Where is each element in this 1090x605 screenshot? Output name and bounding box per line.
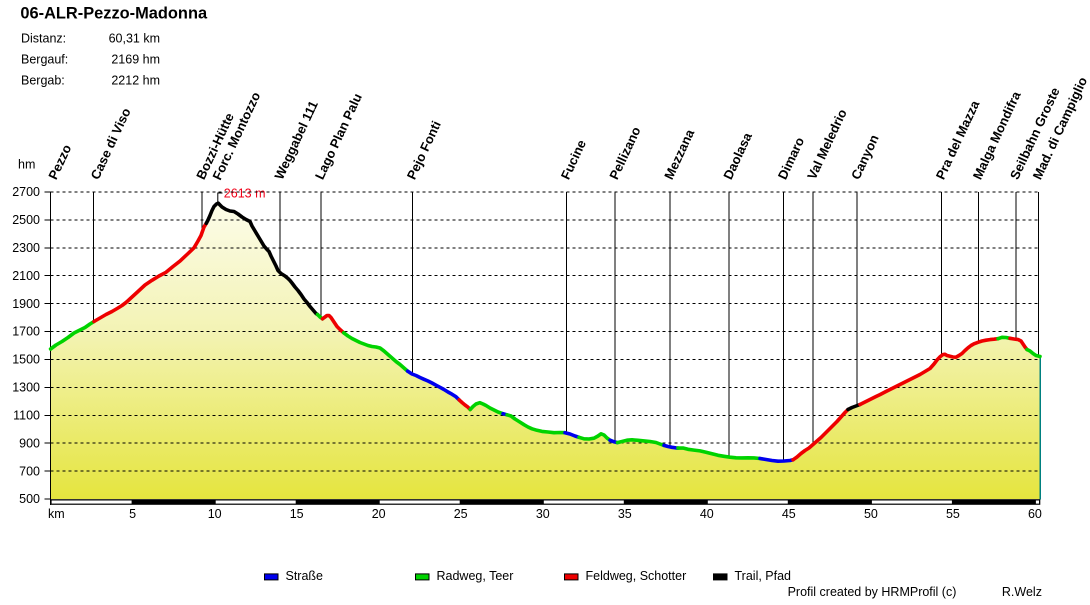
svg-text:2212 hm: 2212 hm: [111, 73, 160, 87]
svg-text:Bergauf:: Bergauf:: [21, 52, 68, 66]
svg-text:2169 hm: 2169 hm: [111, 52, 160, 66]
svg-text:km: km: [48, 507, 65, 521]
svg-text:20: 20: [372, 507, 386, 521]
svg-text:60: 60: [1028, 507, 1042, 521]
svg-text:R.Welz: R.Welz: [1002, 585, 1042, 599]
svg-text:1500: 1500: [12, 353, 40, 367]
svg-text:55: 55: [946, 507, 960, 521]
svg-text:40: 40: [700, 507, 714, 521]
svg-text:35: 35: [618, 507, 632, 521]
svg-text:30: 30: [536, 507, 550, 521]
svg-text:50: 50: [864, 507, 878, 521]
svg-text:60,31 km: 60,31 km: [109, 31, 160, 45]
svg-text:2300: 2300: [12, 241, 40, 255]
svg-text:1900: 1900: [12, 297, 40, 311]
svg-text:Radweg, Teer: Radweg, Teer: [437, 569, 514, 583]
svg-text:15: 15: [290, 507, 304, 521]
svg-text:Distanz:: Distanz:: [21, 31, 66, 45]
svg-text:06-ALR-Pezzo-Madonna: 06-ALR-Pezzo-Madonna: [20, 5, 208, 23]
svg-text:45: 45: [782, 507, 796, 521]
svg-text:Bergab:: Bergab:: [21, 73, 65, 87]
svg-text:Straße: Straße: [286, 569, 324, 583]
svg-text:900: 900: [19, 436, 40, 450]
svg-text:500: 500: [19, 492, 40, 506]
svg-text:5: 5: [129, 507, 136, 521]
svg-text:1300: 1300: [12, 381, 40, 395]
svg-text:2700: 2700: [12, 185, 40, 199]
svg-text:Profil created by HRMProfil (c: Profil created by HRMProfil (c): [788, 585, 957, 599]
svg-text:1100: 1100: [13, 409, 40, 423]
svg-text:700: 700: [19, 464, 40, 478]
svg-text:10: 10: [208, 507, 222, 521]
svg-text:1700: 1700: [12, 325, 40, 339]
svg-text:Feldweg, Schotter: Feldweg, Schotter: [586, 569, 687, 583]
svg-text:2613 m: 2613 m: [224, 187, 266, 201]
svg-text:Trail, Pfad: Trail, Pfad: [735, 569, 792, 583]
svg-text:hm: hm: [18, 158, 35, 172]
svg-text:2500: 2500: [12, 213, 40, 227]
svg-text:25: 25: [454, 507, 468, 521]
svg-text:2100: 2100: [12, 269, 40, 283]
